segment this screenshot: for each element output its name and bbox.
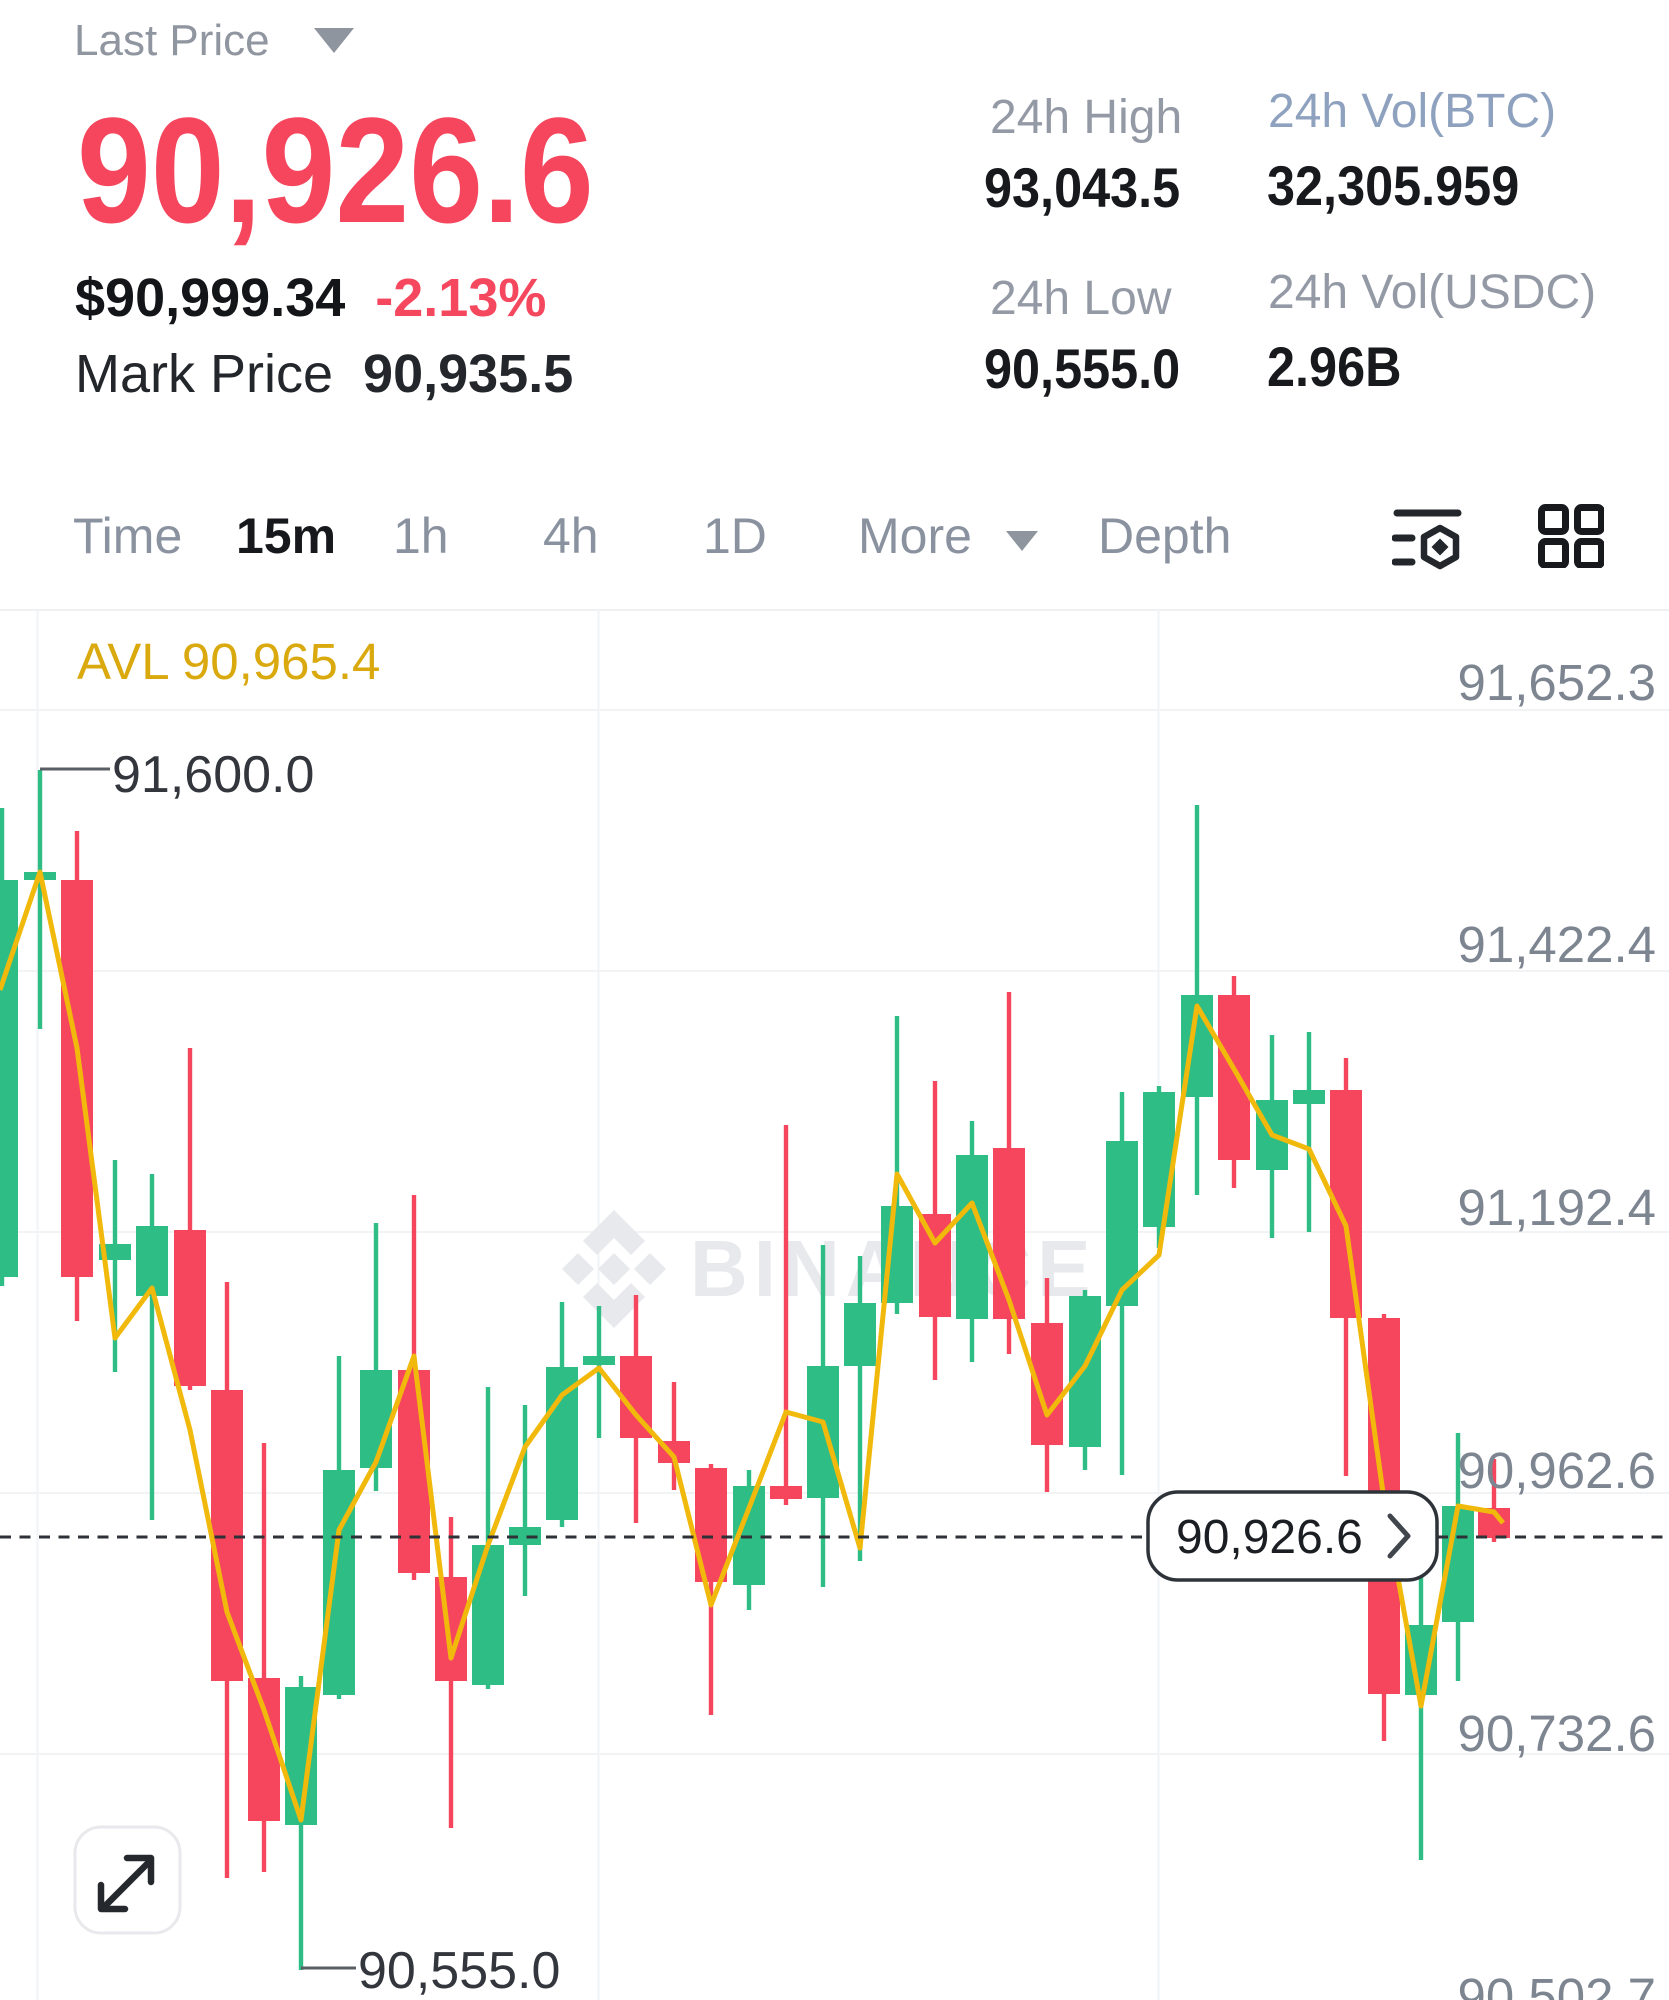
svg-text:90,732.6: 90,732.6 [1457,1705,1656,1762]
svg-text:90,555.0: 90,555.0 [358,1942,560,2000]
svg-text:91,652.3: 91,652.3 [1457,654,1656,711]
svg-text:AVL 90,965.4: AVL 90,965.4 [77,633,380,690]
svg-text:90,962.6: 90,962.6 [1457,1442,1656,1499]
svg-text:90,502.7: 90,502.7 [1457,1968,1656,2000]
svg-text:91,422.4: 91,422.4 [1457,916,1656,973]
svg-text:91,600.0: 91,600.0 [112,746,314,804]
svg-text:90,926.6: 90,926.6 [1176,1511,1363,1564]
svg-text:91,192.4: 91,192.4 [1457,1179,1656,1236]
